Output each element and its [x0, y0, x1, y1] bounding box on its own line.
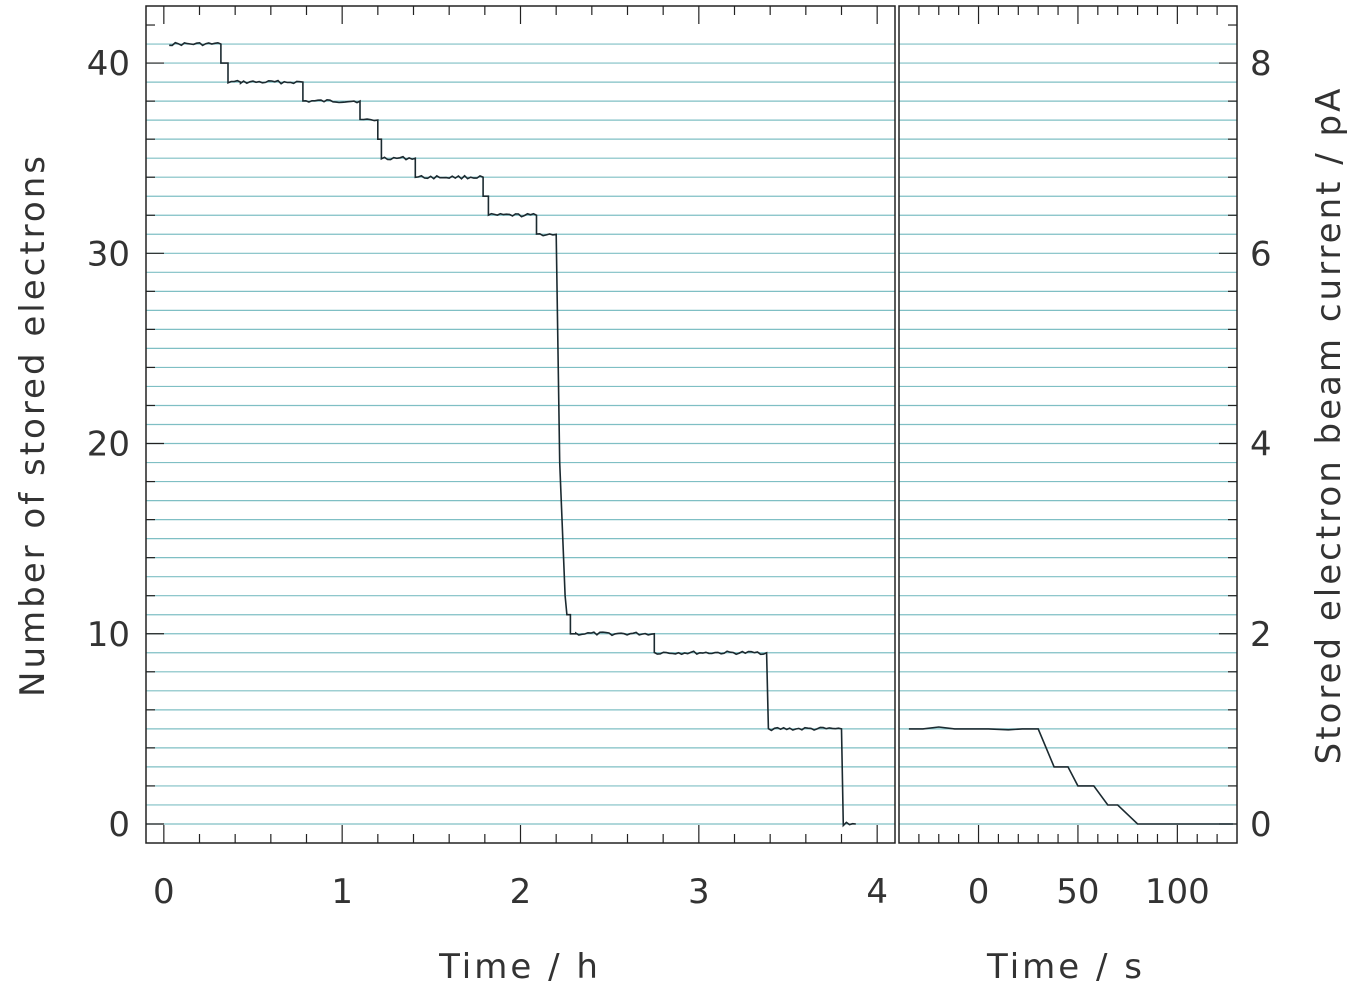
x-tick-label: 1 — [331, 872, 353, 912]
right-plot-frame — [898, 5, 1238, 844]
y-tick-label-right: 0 — [1250, 805, 1272, 845]
x-axis-label-left: Time / h — [438, 947, 601, 987]
data-series — [169, 41, 1233, 828]
y-tick-label-right: 4 — [1250, 425, 1272, 465]
x-axis-label-right: Time / s — [986, 947, 1145, 987]
left-series-line — [169, 41, 856, 828]
y-tick-label-right: 8 — [1250, 44, 1272, 84]
y-axis-label-left: Number of stored electrons — [13, 153, 53, 697]
y-tick-label-right: 2 — [1250, 615, 1272, 655]
x-tick-label: 4 — [866, 872, 888, 912]
x-tick-label: 2 — [510, 872, 532, 912]
y-tick-label: 40 — [87, 44, 130, 84]
y-tick-label: 0 — [108, 805, 130, 845]
y-tick-label: 30 — [87, 234, 130, 274]
x-tick-label: 3 — [688, 872, 710, 912]
y-axis-label-right: Stored electron beam current / pA — [1309, 86, 1349, 765]
y-tick-label-right: 6 — [1250, 234, 1272, 274]
x-tick-label: 0 — [153, 872, 175, 912]
y-tick-label: 10 — [87, 615, 130, 655]
x-tick-label-right: 100 — [1145, 872, 1210, 912]
right-series-line — [908, 726, 1233, 825]
y-tick-label: 20 — [87, 425, 130, 465]
x-tick-label-right: 0 — [968, 872, 990, 912]
gridlines — [146, 43, 1237, 825]
axis-ticks — [146, 6, 1237, 843]
x-tick-label-right: 50 — [1056, 872, 1099, 912]
